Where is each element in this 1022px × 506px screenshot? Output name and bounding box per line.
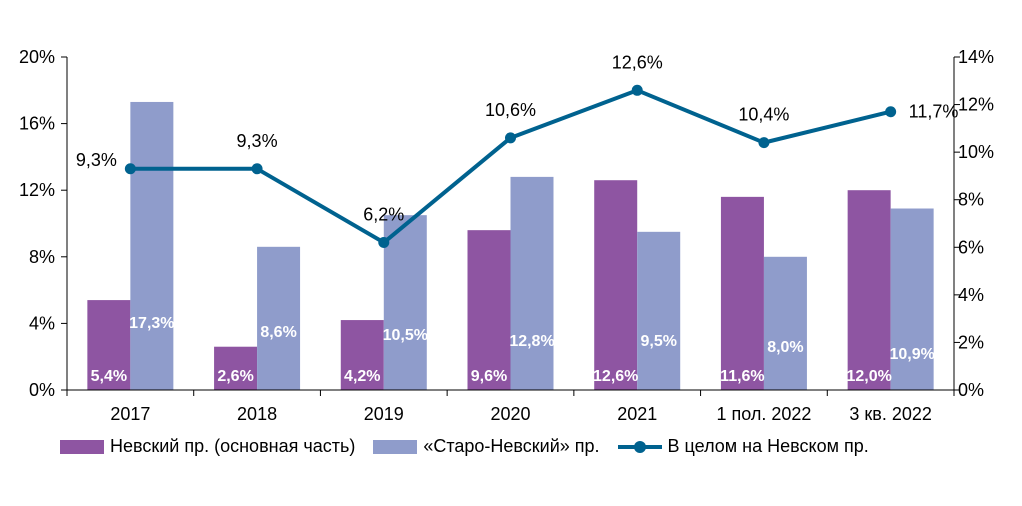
legend-label-staro-nevsky: «Старо-Невский» пр.: [423, 436, 600, 456]
point-total-2019: [378, 237, 390, 249]
data-label-total: 6,2%: [363, 205, 404, 225]
data-label-nevsky: 12,0%: [846, 368, 891, 385]
data-label-nevsky: 12,6%: [593, 368, 638, 385]
data-label-nevsky: 11,6%: [720, 368, 764, 385]
y-left-tick-label: 16%: [19, 114, 55, 134]
bar-staro-nevsky-3 кв. 2022: [890, 208, 934, 390]
legend-swatch-total: [617, 440, 662, 454]
data-label-nevsky: 9,6%: [471, 368, 507, 385]
point-total-3 кв. 2022: [885, 106, 897, 118]
data-label-total: 12,6%: [612, 52, 663, 72]
bar-nevsky-3 кв. 2022: [847, 190, 891, 390]
bar-nevsky-2017: [87, 300, 131, 390]
axes-layer: 0% 4% 8% 12% 16% 20% 0% 2% 4% 6% 8% 10% 12% 14% 2017 20…: [19, 47, 994, 424]
y-left-tick-label: 12%: [19, 180, 55, 200]
point-total-2021: [631, 84, 643, 96]
bar-nevsky-2019: [340, 320, 384, 390]
y-left-tick-label: 4%: [29, 313, 55, 333]
bar-staro-nevsky-1 пол. 2022: [763, 256, 807, 390]
data-label-total: 11,7%: [909, 102, 959, 122]
data-label-total: 10,4%: [738, 105, 789, 125]
data-label-total: 9,3%: [237, 131, 278, 151]
bar-staro-nevsky-2018: [257, 246, 301, 390]
point-total-2020: [505, 132, 516, 144]
y-right-tick-label: 14%: [958, 47, 994, 67]
data-label-staro-nevsky: 10,9%: [889, 346, 934, 363]
bar-nevsky-2018: [214, 346, 258, 390]
data-label-staro-nevsky: 10,5%: [383, 327, 428, 344]
point-total-2017: [124, 163, 136, 175]
line-layer: [124, 84, 897, 249]
legend-swatch-staro-nevsky: [373, 439, 418, 454]
bar-nevsky-2020: [467, 230, 511, 390]
labels-layer: 9,3% 9,3% 6,2% 10,6% 12,6% 10,4% 11,7% 5,4% 17,3…: [76, 52, 959, 385]
legend-swatch-nevsky: [60, 439, 104, 454]
data-label-staro-nevsky: 9,5%: [640, 333, 676, 350]
y-left-tick-label: 20%: [19, 47, 55, 67]
x-tick-label: 3 кв. 2022: [849, 404, 932, 424]
data-label-nevsky: 5,4%: [91, 368, 127, 385]
legend-label-nevsky: Невский пр. (основная часть): [110, 436, 356, 456]
data-label-staro-nevsky: 17,3%: [129, 315, 174, 332]
legend-item-staro-nevsky: «Старо-Невский» пр.: [373, 436, 600, 457]
x-tick-label: 2018: [237, 404, 277, 424]
y-right-tick-label: 2%: [958, 332, 984, 352]
y-right-tick-label: 8%: [958, 190, 984, 210]
data-label-nevsky: 2,6%: [217, 368, 253, 385]
legend-item-total: В целом на Невском пр.: [617, 436, 869, 457]
data-label-staro-nevsky: 12,8%: [509, 333, 554, 350]
y-right-tick-label: 0%: [958, 380, 984, 400]
y-right-tick-label: 10%: [958, 142, 994, 162]
point-total-1 пол. 2022: [758, 137, 770, 149]
legend-label-total: В целом на Невском пр.: [667, 436, 869, 456]
point-total-2018: [251, 163, 263, 175]
bar-staro-nevsky-2020: [510, 176, 554, 390]
bar-staro-nevsky-2021: [637, 231, 681, 390]
x-tick-label: 1 пол. 2022: [716, 404, 811, 424]
x-tick-label: 2019: [364, 404, 404, 424]
y-left-tick-label: 0%: [29, 380, 55, 400]
data-label-total: 10,6%: [485, 100, 536, 120]
legend-item-nevsky: Невский пр. (основная часть): [60, 436, 355, 457]
bar-nevsky-1 пол. 2022: [720, 196, 764, 390]
data-label-total: 9,3%: [76, 150, 117, 170]
y-right-tick-label: 12%: [958, 95, 994, 115]
y-right-tick-label: 4%: [958, 285, 984, 305]
x-tick-label: 2017: [110, 404, 150, 424]
bar-nevsky-2021: [594, 180, 638, 390]
bars-layer: [87, 101, 934, 390]
x-tick-label: 2020: [490, 404, 530, 424]
x-tick-label: 2021: [617, 404, 657, 424]
legend: Невский пр. (основная часть) «Старо-Невс…: [60, 436, 887, 457]
data-label-nevsky: 4,2%: [344, 368, 380, 385]
y-right-tick-label: 6%: [958, 237, 984, 257]
bar-staro-nevsky-2019: [383, 215, 427, 390]
data-label-staro-nevsky: 8,0%: [767, 339, 803, 356]
bar-staro-nevsky-2017: [130, 101, 174, 390]
y-left-tick-label: 8%: [29, 247, 55, 267]
data-label-staro-nevsky: 8,6%: [260, 324, 296, 341]
